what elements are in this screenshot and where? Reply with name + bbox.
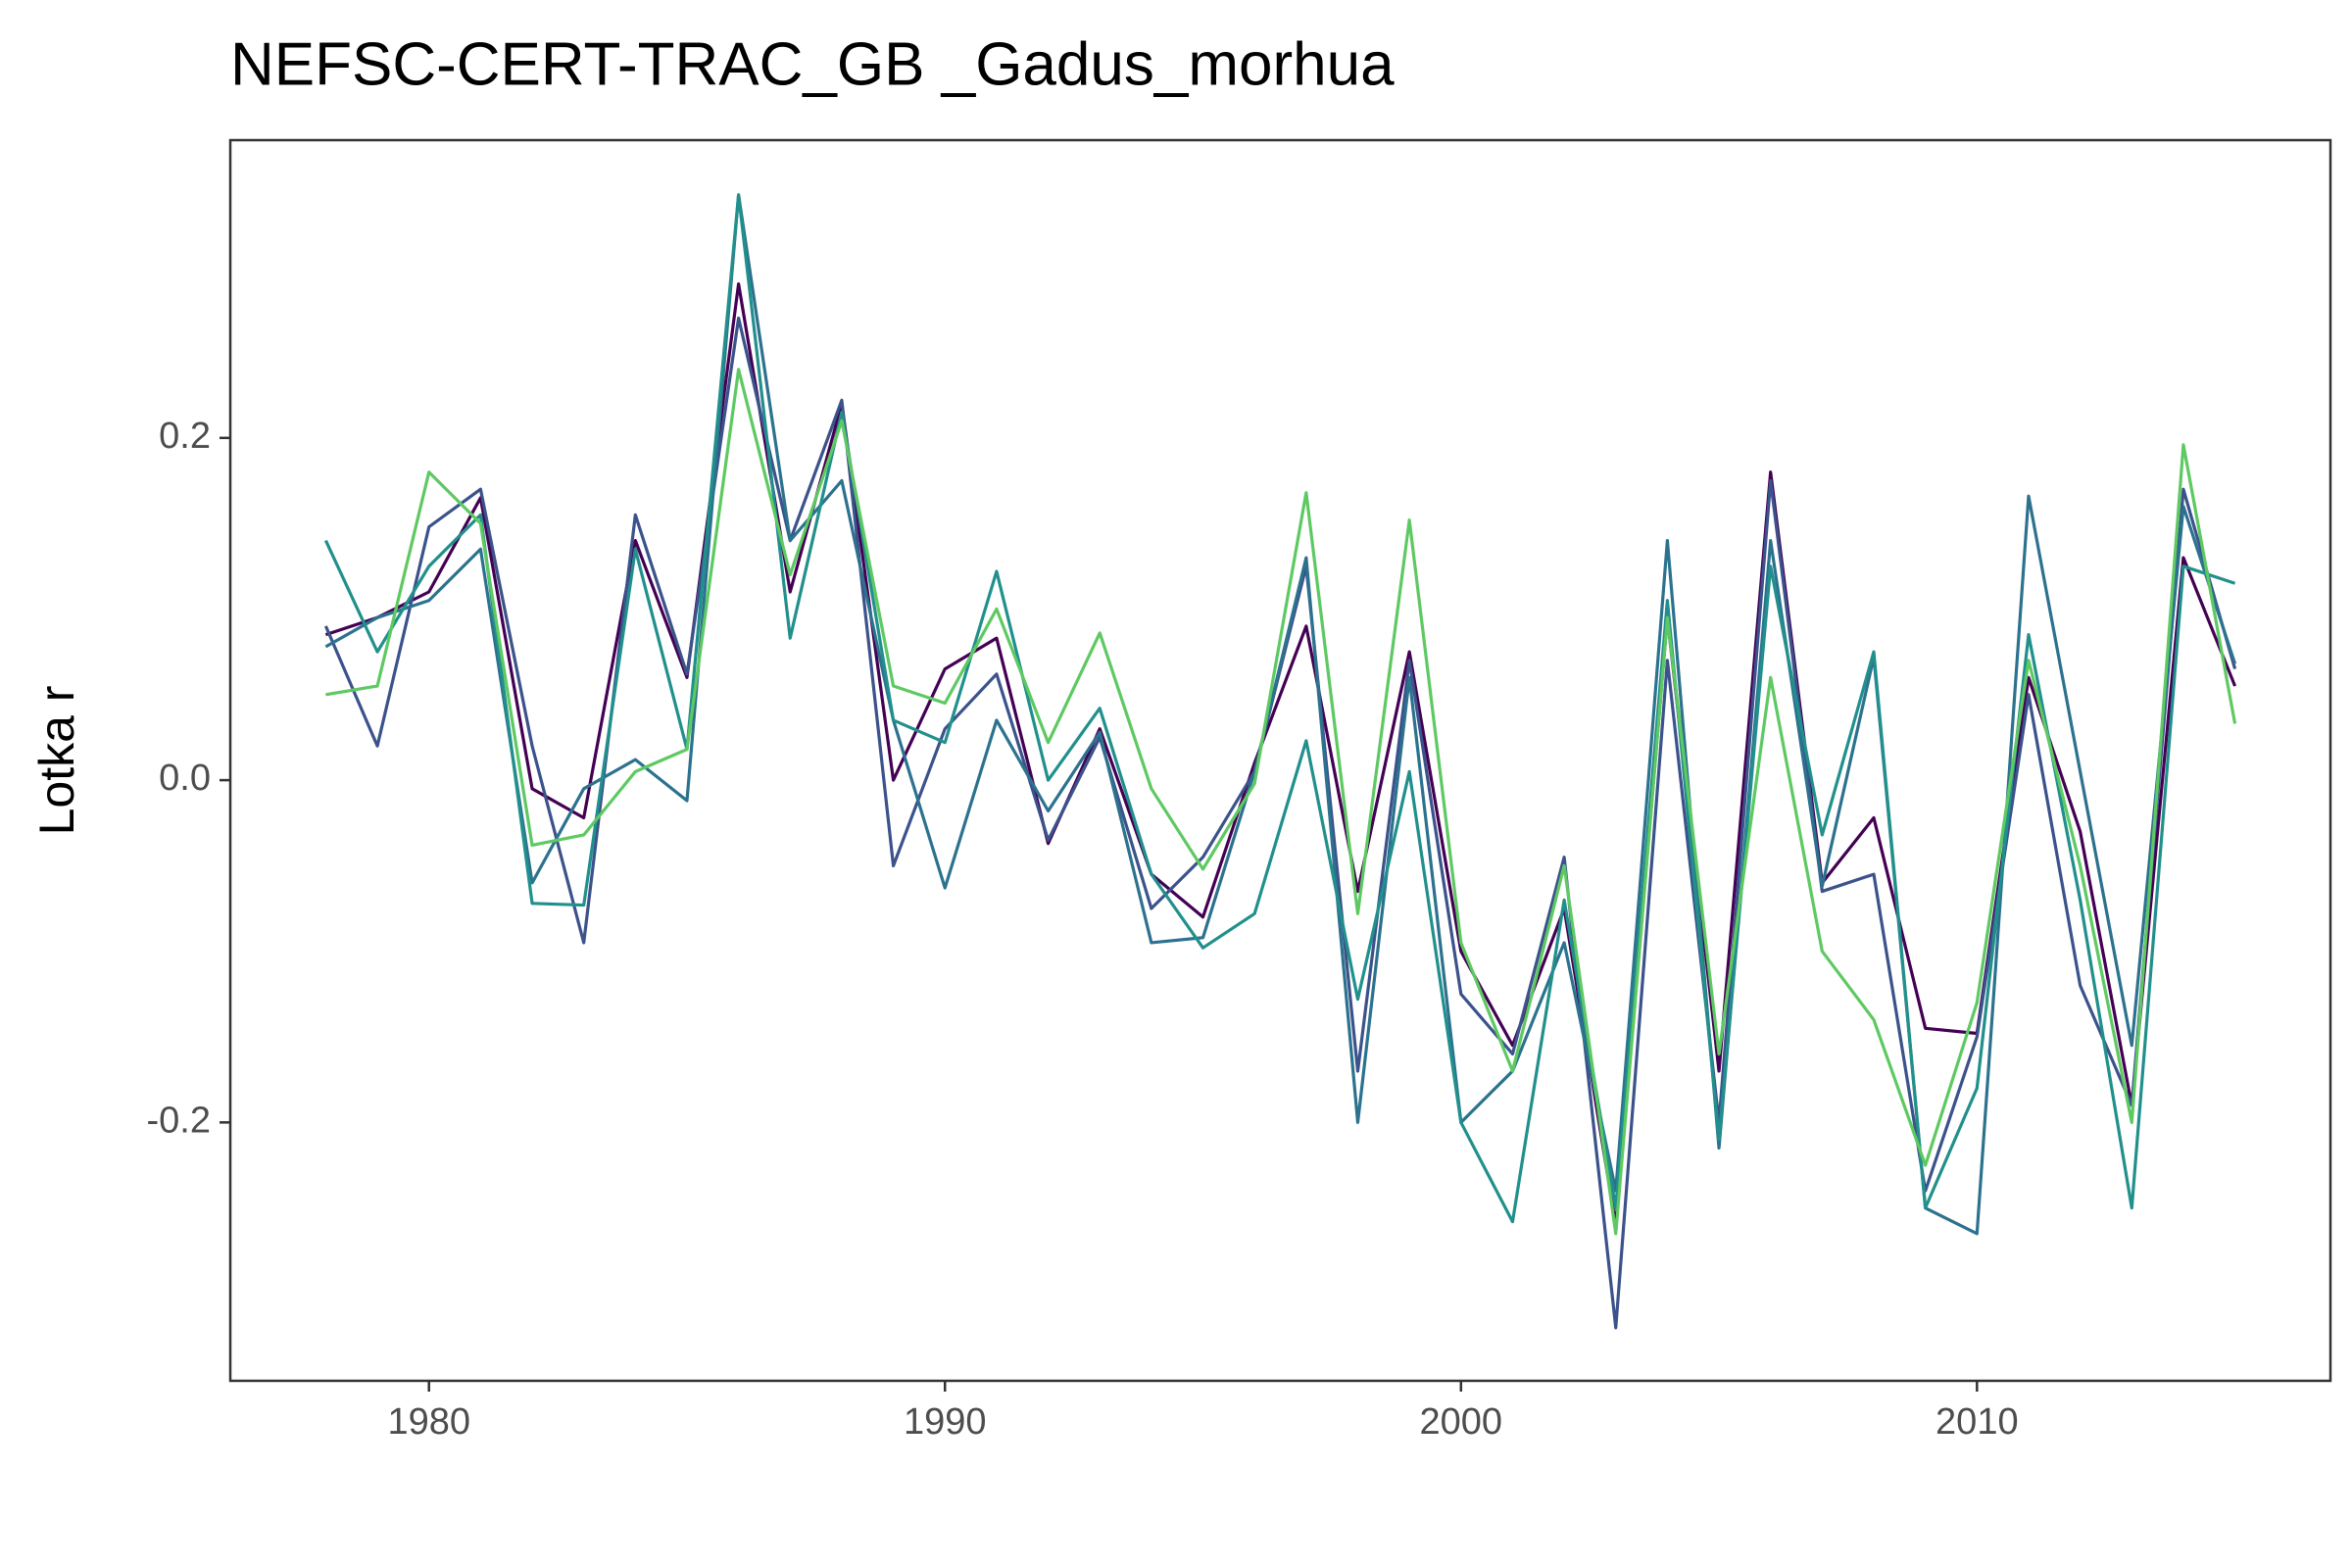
chart-title: NEFSC-CERT-TRAC_GB _Gadus_morhua (230, 30, 1395, 98)
y-tick-label: 0.0 (159, 758, 211, 799)
series-line (324, 282, 2237, 1227)
series-line (323, 193, 2236, 1224)
x-tick-label: 2010 (1936, 1401, 2019, 1443)
x-tick-label: 1990 (904, 1401, 987, 1443)
series-line (325, 368, 2237, 1236)
y-tick-label: 0.2 (159, 416, 211, 457)
y-axis-label: Lotka r (29, 686, 84, 836)
y-tick-label: -0.2 (147, 1100, 211, 1141)
x-tick-label: 1980 (387, 1401, 470, 1443)
plot-panel (228, 138, 2332, 1383)
x-tick-label: 2000 (1420, 1401, 1503, 1443)
